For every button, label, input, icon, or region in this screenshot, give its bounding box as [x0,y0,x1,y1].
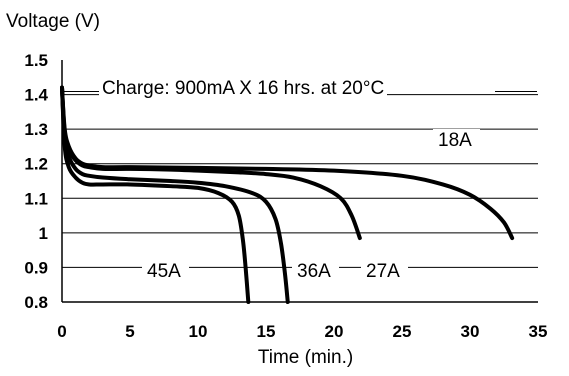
chart-annotation: Charge: 900mA X 16 hrs. at 20°C [99,78,388,100]
x-tick-label: 10 [189,322,208,341]
x-axis: 0 5 10 15 20 25 30 35 [57,322,547,341]
series-label-bg [142,260,189,282]
y-tick-label: 1.3 [24,120,48,139]
y-tick-label: 1.2 [24,155,48,174]
y-tick-label: 1.4 [24,86,48,105]
x-axis-title: Time (min.) [257,347,354,368]
annotation-leader-left [63,91,99,92]
y-tick-label: 1 [39,224,48,243]
series-line-27A [60,85,362,241]
y-axis-title: Voltage (V) [6,11,100,32]
series-label-bg [292,260,339,282]
series-line-45A [60,85,251,304]
y-tick-label: 0.9 [24,258,48,277]
x-tick-label: 30 [461,322,480,341]
y-tick-label: 0.8 [24,293,48,312]
series-group [60,85,515,304]
series-label-45A: 45A [147,261,181,282]
x-tick-label: 15 [257,322,276,341]
x-tick-label: 25 [393,322,412,341]
series-line-18A [60,85,515,241]
series-label-bg [361,260,408,282]
y-tick-label: 1.1 [24,189,48,208]
y-tick-label: 1.5 [24,51,48,70]
x-tick-label: 5 [125,322,134,341]
series-label-18A: 18A [438,130,472,151]
x-tick-label: 35 [529,322,548,341]
y-axis: 0.8 0.9 1 1.1 1.2 1.3 1.4 1.5 [24,51,48,312]
x-tick-label: 0 [57,322,66,341]
series-label-bg [433,129,480,151]
series-line-36A [60,85,290,304]
annotation-leader-right [495,91,537,92]
series-label-36A: 36A [297,261,331,282]
series-labels: 18A 27A 36A 45A [142,129,480,282]
series-label-27A: 27A [366,261,400,282]
x-tick-label: 20 [325,322,344,341]
